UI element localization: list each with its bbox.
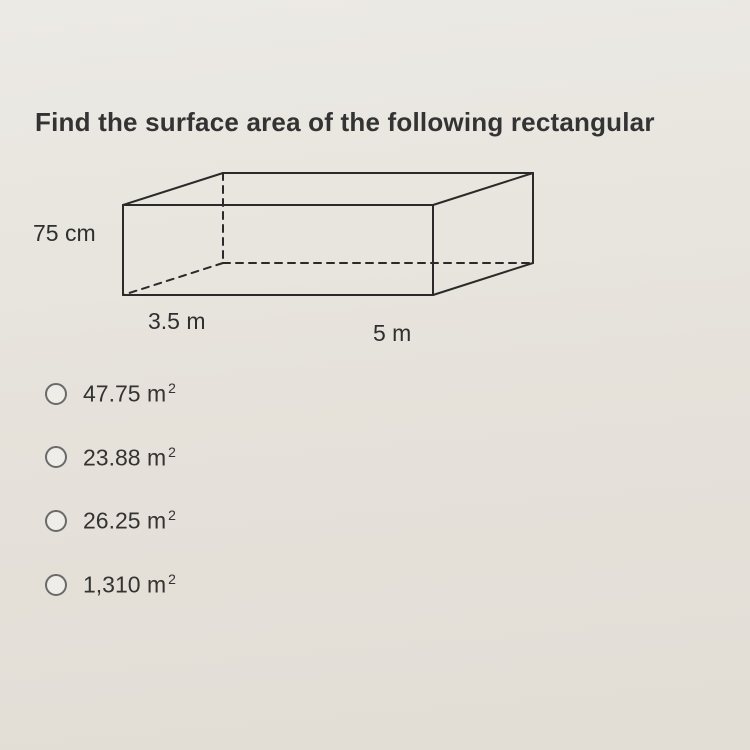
option-d[interactable]: 1,310 m2	[45, 571, 176, 599]
height-label: 75 cm	[33, 220, 96, 247]
option-label: 26.25 m2	[83, 507, 176, 535]
prism-diagram: 75 cm 3.5 m 5 m	[38, 165, 558, 340]
width-label: 3.5 m	[148, 308, 206, 335]
option-label: 1,310 m2	[83, 571, 176, 599]
answer-options: 47.75 m2 23.88 m2 26.25 m2 1,310 m2	[45, 380, 176, 635]
option-label: 23.88 m2	[83, 444, 176, 472]
length-label: 5 m	[373, 320, 411, 347]
radio-icon	[45, 510, 67, 532]
option-c[interactable]: 26.25 m2	[45, 507, 176, 535]
radio-icon	[45, 574, 67, 596]
option-a[interactable]: 47.75 m2	[45, 380, 176, 408]
radio-icon	[45, 446, 67, 468]
question-text: Find the surface area of the following r…	[35, 107, 655, 138]
option-label: 47.75 m2	[83, 380, 176, 408]
option-b[interactable]: 23.88 m2	[45, 444, 176, 472]
radio-icon	[45, 383, 67, 405]
